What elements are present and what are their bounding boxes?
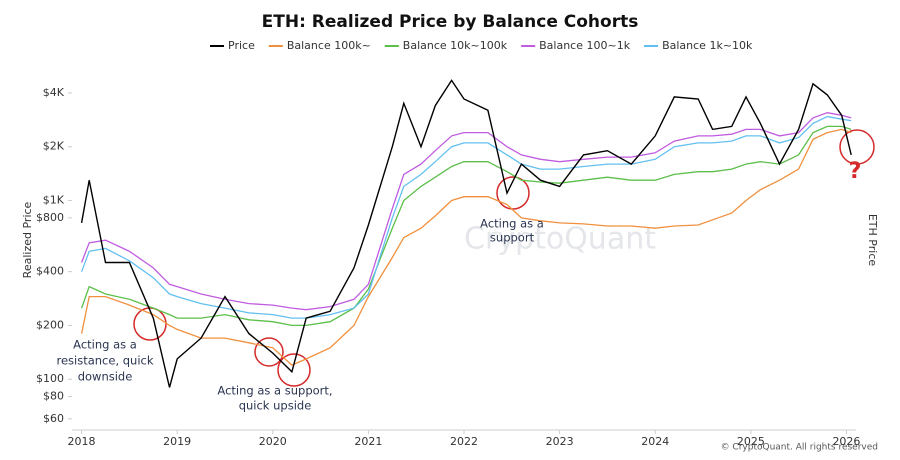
series-line bbox=[80, 115, 852, 319]
circle bbox=[496, 176, 530, 210]
circle bbox=[277, 353, 311, 387]
annotation: ? bbox=[849, 159, 862, 184]
y-tick-label: $1K bbox=[43, 194, 65, 207]
annotation: downside bbox=[78, 370, 133, 384]
x-tick-label: 2022 bbox=[450, 435, 478, 448]
y-axis-label: Realized Price bbox=[21, 201, 34, 278]
y2-axis-label: ETH Price bbox=[866, 214, 879, 267]
x-tick-label: 2019 bbox=[163, 435, 191, 448]
y-tick-label: $800 bbox=[36, 211, 64, 224]
series-line bbox=[80, 79, 852, 388]
legend-label: Balance 1k~10k bbox=[662, 39, 753, 52]
annotation: support bbox=[490, 231, 535, 245]
y-tick-label: $80 bbox=[43, 390, 64, 403]
annotation: quick upside bbox=[239, 399, 312, 413]
highlight-circles bbox=[133, 129, 875, 387]
x-tick-label: 2025 bbox=[737, 435, 765, 448]
footer: © CryptoQuant. All rights reserved bbox=[721, 443, 878, 453]
annotation: resistance, quick bbox=[56, 354, 153, 368]
x-tick-label: 2018 bbox=[68, 435, 96, 448]
series-line bbox=[80, 125, 852, 327]
chart-title: ETH: Realized Price by Balance Cohorts bbox=[262, 12, 639, 32]
x-tick-label: 2021 bbox=[354, 435, 382, 448]
x-tick-label: 2026 bbox=[832, 435, 860, 448]
legend-label: Balance 100~1k bbox=[539, 39, 631, 52]
x-tick-label: 2020 bbox=[259, 435, 287, 448]
y-tick-label: $60 bbox=[43, 412, 64, 425]
y-tick-label: $2K bbox=[43, 140, 65, 153]
annotation: Acting as a support, bbox=[217, 384, 332, 398]
series-line bbox=[80, 112, 852, 311]
legend-label: Balance 100k~ bbox=[287, 39, 371, 52]
y-tick-label: $4K bbox=[43, 86, 65, 99]
annotation: Acting as a bbox=[73, 338, 137, 352]
circle bbox=[133, 307, 167, 341]
y-tick-label: $400 bbox=[36, 265, 64, 278]
circle bbox=[254, 337, 284, 367]
x-tick-label: 2023 bbox=[546, 435, 574, 448]
x-tick-label: 2024 bbox=[641, 435, 669, 448]
y-tick-label: $200 bbox=[36, 318, 64, 331]
watermark: CryptoQuant bbox=[464, 222, 656, 257]
legend-label: Price bbox=[228, 39, 255, 52]
annotation: Acting as a bbox=[480, 217, 544, 231]
y-tick-label: $100 bbox=[36, 372, 64, 385]
circle bbox=[839, 129, 875, 165]
legend-label: Balance 10k~100k bbox=[403, 39, 508, 52]
